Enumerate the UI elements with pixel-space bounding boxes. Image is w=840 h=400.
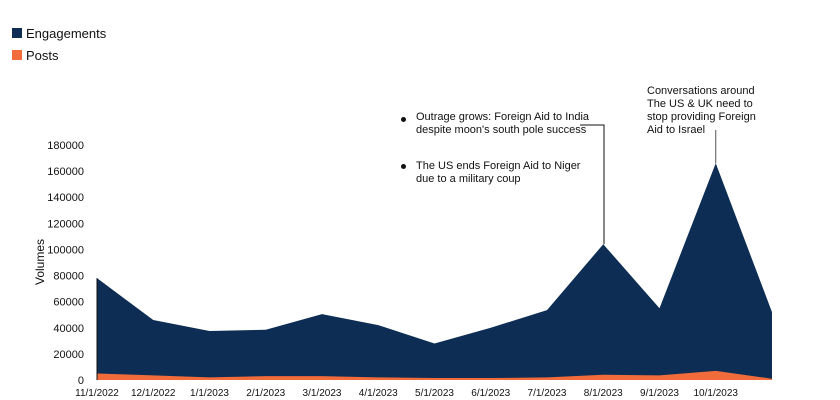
y-tick-label: 160000 bbox=[47, 166, 84, 178]
legend: Engagements Posts bbox=[12, 22, 106, 66]
x-tick-label: 4/1/2023 bbox=[359, 388, 398, 399]
annotation-leader-line bbox=[580, 124, 605, 245]
area-posts bbox=[97, 370, 772, 380]
legend-item-engagements[interactable]: Engagements bbox=[12, 22, 106, 44]
y-tick-label: 60000 bbox=[53, 297, 84, 309]
legend-item-posts[interactable]: Posts bbox=[12, 44, 106, 66]
y-tick-label: 180000 bbox=[47, 140, 84, 152]
y-tick-label: 40000 bbox=[53, 323, 84, 335]
legend-swatch-engagements bbox=[12, 28, 22, 38]
x-tick-label: 5/1/2023 bbox=[415, 388, 454, 399]
x-tick-label: 11/1/2022 bbox=[75, 388, 119, 399]
annotation-aug-2: The US ends Foreign Aid to Niger due to … bbox=[416, 160, 581, 185]
y-tick-label: 80000 bbox=[53, 271, 84, 283]
x-tick-label: 1/1/2023 bbox=[190, 388, 229, 399]
y-axis-label: Volumes bbox=[33, 239, 47, 285]
annotation-oct: Conversations around The US & UK need to… bbox=[647, 85, 756, 136]
y-tick-label: 120000 bbox=[47, 218, 84, 230]
x-tick-label: 3/1/2023 bbox=[303, 388, 342, 399]
bullet-icon bbox=[401, 164, 406, 169]
x-tick-label: 9/1/2023 bbox=[640, 388, 679, 399]
y-tick-label: 0 bbox=[78, 375, 84, 387]
area-engagements bbox=[97, 163, 772, 380]
y-tick-label: 140000 bbox=[47, 192, 84, 204]
x-tick-label: 10/1/2023 bbox=[694, 388, 739, 399]
x-tick-label: 7/1/2023 bbox=[528, 388, 567, 399]
x-tick-label: 6/1/2023 bbox=[471, 388, 510, 399]
legend-swatch-posts bbox=[12, 50, 22, 60]
y-tick-label: 20000 bbox=[53, 349, 84, 361]
bullet-icon bbox=[401, 117, 406, 122]
x-tick-label: 8/1/2023 bbox=[584, 388, 623, 399]
legend-label: Engagements bbox=[26, 25, 107, 41]
y-tick-label: 100000 bbox=[47, 244, 84, 256]
annotation-aug-1: Outrage grows: Foreign Aid to India desp… bbox=[416, 111, 590, 136]
x-tick-label: 12/1/2022 bbox=[131, 388, 176, 399]
x-tick-label: 2/1/2023 bbox=[246, 388, 285, 399]
legend-label: Posts bbox=[26, 47, 59, 63]
